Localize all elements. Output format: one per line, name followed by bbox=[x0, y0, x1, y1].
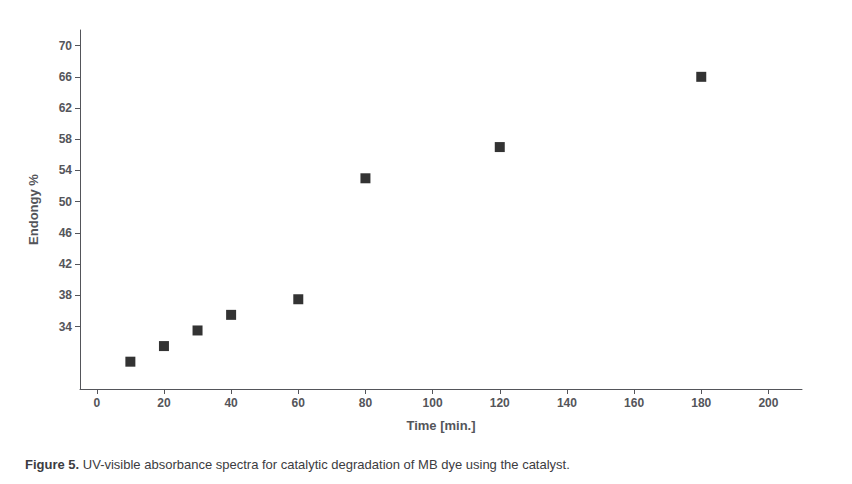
svg-text:54: 54 bbox=[59, 163, 73, 177]
svg-text:42: 42 bbox=[59, 257, 73, 271]
svg-text:60: 60 bbox=[292, 396, 306, 410]
svg-text:140: 140 bbox=[557, 396, 577, 410]
svg-text:46: 46 bbox=[59, 226, 73, 240]
svg-text:200: 200 bbox=[758, 396, 778, 410]
svg-text:100: 100 bbox=[423, 396, 443, 410]
svg-text:180: 180 bbox=[691, 396, 711, 410]
svg-text:70: 70 bbox=[59, 39, 73, 53]
svg-text:40: 40 bbox=[224, 396, 238, 410]
svg-text:34: 34 bbox=[59, 320, 73, 334]
svg-text:Endongy %: Endongy % bbox=[26, 174, 41, 245]
svg-text:120: 120 bbox=[490, 396, 510, 410]
svg-text:160: 160 bbox=[624, 396, 644, 410]
svg-text:Time [min.]: Time [min.] bbox=[406, 418, 475, 433]
svg-text:80: 80 bbox=[359, 396, 373, 410]
svg-text:62: 62 bbox=[59, 101, 73, 115]
svg-text:58: 58 bbox=[59, 132, 73, 146]
svg-text:50: 50 bbox=[59, 195, 73, 209]
svg-text:20: 20 bbox=[157, 396, 171, 410]
svg-text:38: 38 bbox=[59, 288, 73, 302]
svg-text:Figure 5.: Figure 5. bbox=[25, 457, 79, 472]
svg-text:0: 0 bbox=[93, 396, 100, 410]
svg-text:66: 66 bbox=[59, 70, 73, 84]
svg-text:UV-visible absorbance spectra: UV-visible absorbance spectra for cataly… bbox=[79, 457, 570, 472]
